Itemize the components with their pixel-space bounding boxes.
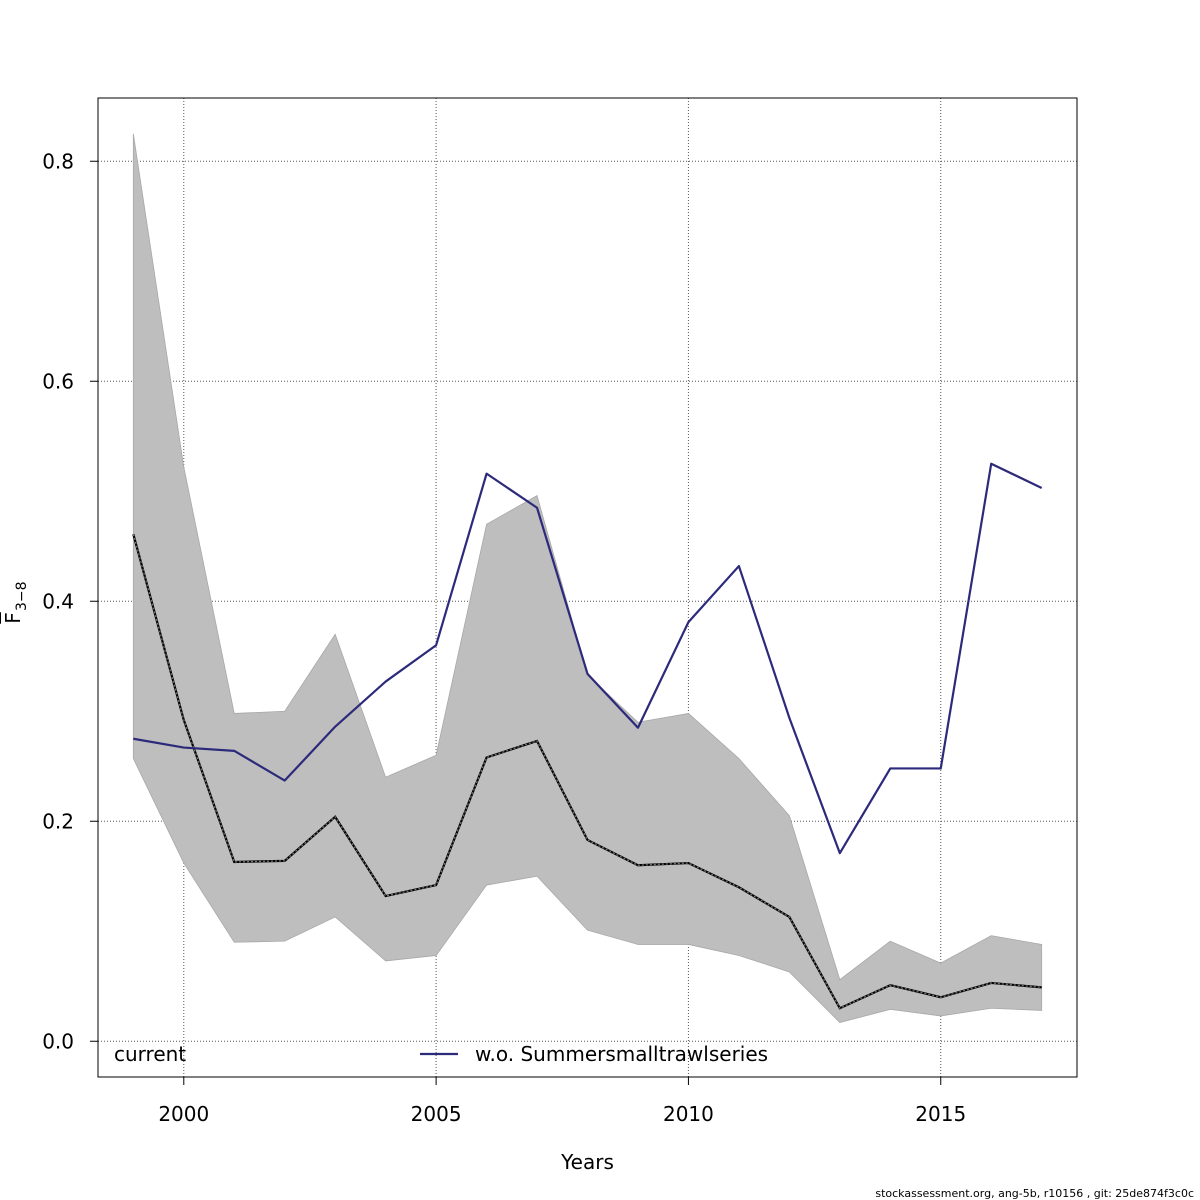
footer-credit: stockassessment.org, ang-5b, r10156 , gi…	[875, 1187, 1194, 1200]
y-tick-label-0: 0.0	[42, 1029, 74, 1053]
series-line-w-o-summersmalltrawlseries	[133, 462, 1043, 855]
confidence-band	[132, 133, 1043, 1023]
y-tick-label-1: 0.2	[42, 809, 74, 833]
series-layer	[132, 462, 1043, 1010]
legend: current w.o. Summersmalltrawlseries	[114, 1042, 768, 1066]
y-axis-title-main: F	[1, 612, 25, 624]
x-tick-label-2015: 2015	[915, 1102, 966, 1126]
x-tick-label-2000: 2000	[158, 1102, 209, 1126]
y-tick-label-2: 0.4	[42, 589, 74, 613]
y-tick-label-4: 0.8	[42, 149, 74, 173]
confidence-band-layer	[132, 133, 1043, 1023]
plot-frame	[97, 97, 1078, 1078]
legend-entry-wo-summersmalltrawlseries: w.o. Summersmalltrawlseries	[475, 1042, 768, 1066]
y-tick-label-3: 0.6	[42, 369, 74, 393]
x-tick-label-2010: 2010	[663, 1102, 714, 1126]
y-axis-title: F 3−8	[1, 581, 30, 623]
y-axis: 0.0 0.2 0.4 0.6 0.8	[42, 149, 98, 1053]
legend-entry-current: current	[114, 1042, 186, 1066]
y-axis-title-subscript: 3−8	[14, 581, 30, 611]
x-axis: 2000 2005 2010 2015	[158, 1077, 966, 1126]
x-tick-label-2005: 2005	[411, 1102, 462, 1126]
x-axis-title: Years	[560, 1150, 614, 1174]
series-line-current	[132, 533, 1042, 1010]
